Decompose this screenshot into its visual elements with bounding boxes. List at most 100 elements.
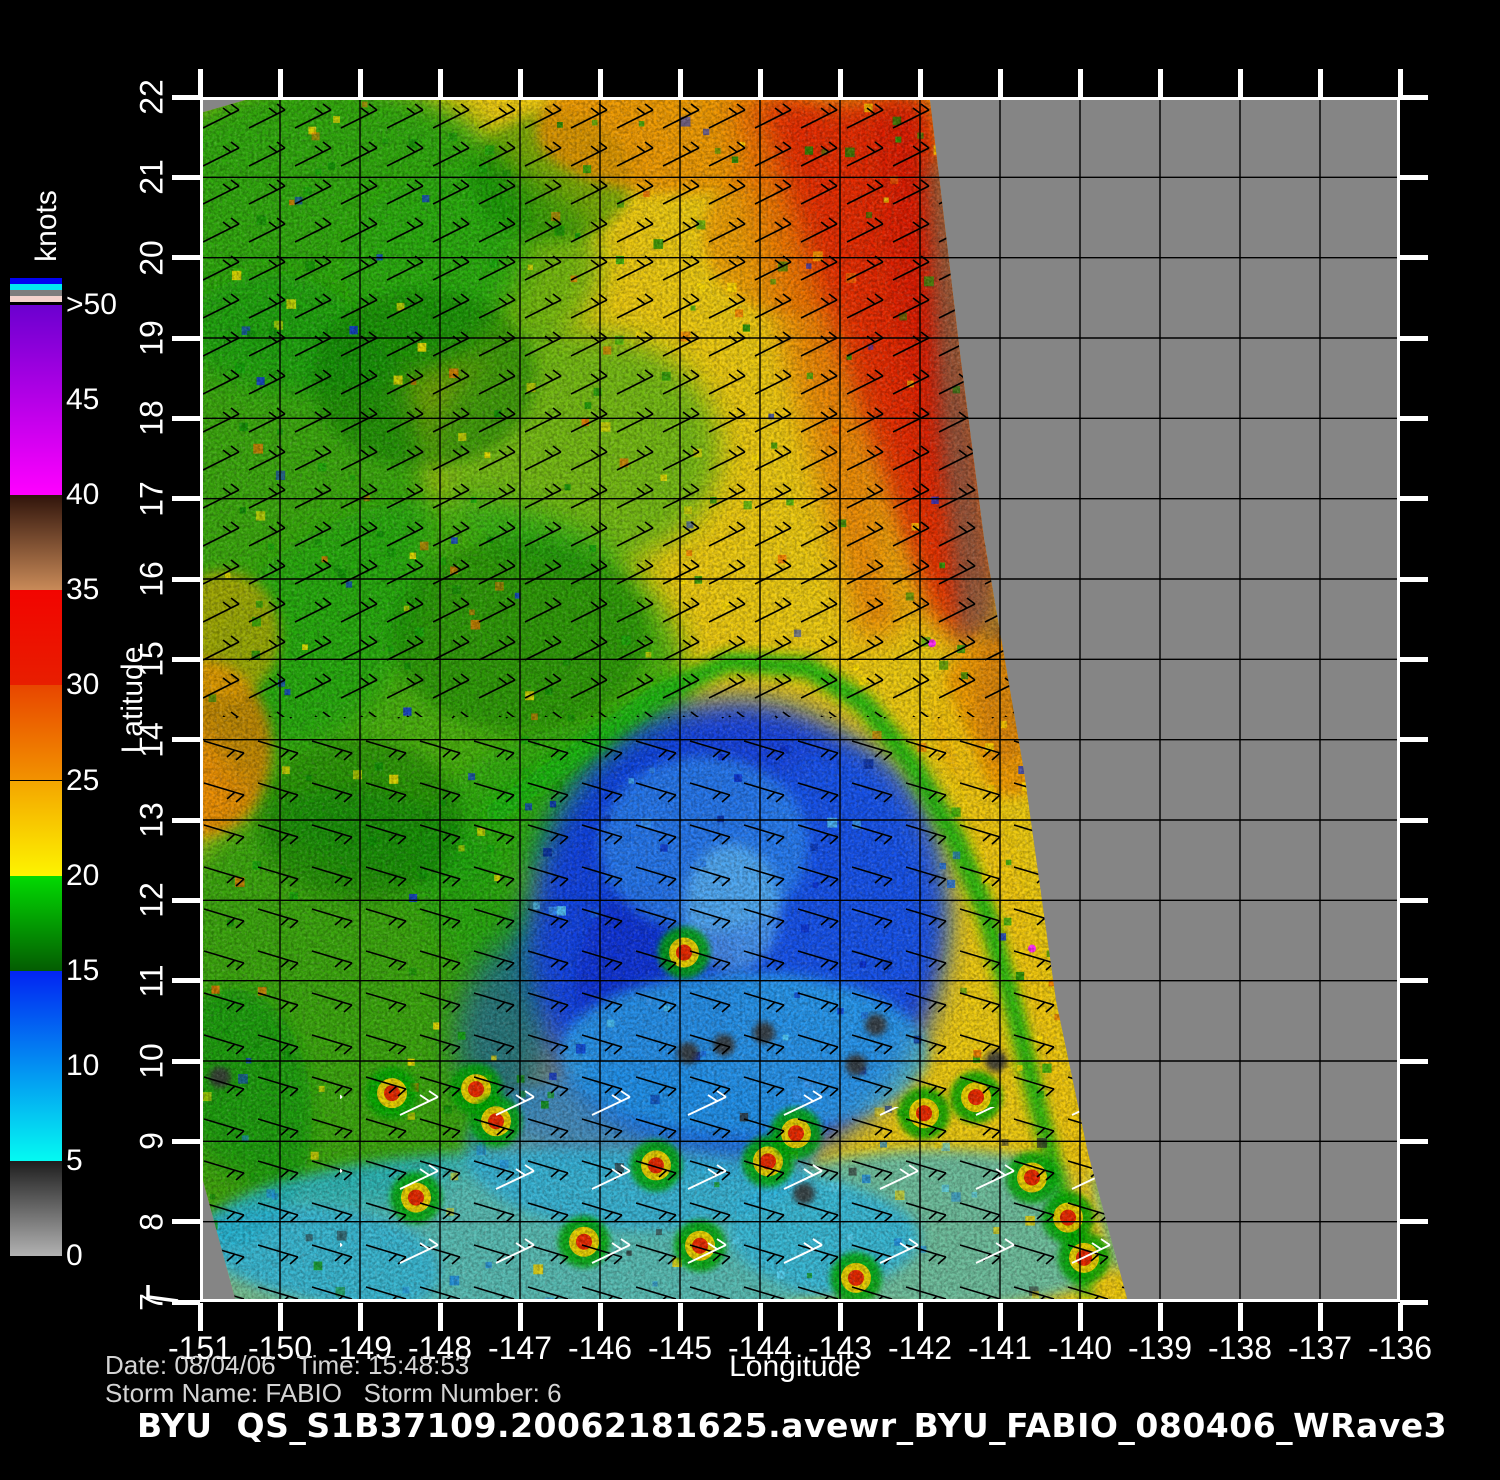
y-tick-right <box>1400 1299 1428 1305</box>
colorbar-flag-strip <box>10 278 62 284</box>
colorbar-tick-label: 0 <box>66 1239 83 1272</box>
colorbar-segment <box>10 590 62 686</box>
colorbar-segment <box>10 875 62 971</box>
plot-border <box>200 97 1400 1302</box>
x-tick-bottom <box>517 1303 523 1331</box>
colorbar-segment <box>10 305 62 496</box>
y-tick-label: 11 <box>133 964 170 998</box>
x-tick-top <box>917 69 923 97</box>
y-tick-label: 8 <box>133 1212 170 1231</box>
x-tick-label: -151 <box>167 1330 233 1366</box>
y-tick-left <box>172 817 200 823</box>
y-tick-right <box>1400 335 1428 341</box>
y-tick-left <box>172 174 200 180</box>
x-tick-label: -148 <box>407 1330 473 1366</box>
y-tick-label: 19 <box>133 320 170 356</box>
y-tick-right <box>1400 978 1428 984</box>
colorbar-tick-label: 30 <box>66 668 100 702</box>
y-tick-left <box>172 656 200 662</box>
y-tick-label: 10 <box>133 1043 170 1079</box>
x-tick-label: -142 <box>887 1330 953 1366</box>
wind-barbs-white-2 <box>800 1107 1128 1297</box>
colorbar-tick-label: 5 <box>66 1143 83 1177</box>
y-tick-left <box>172 576 200 582</box>
y-tick-right <box>1400 656 1428 662</box>
x-tick-top <box>1237 69 1243 97</box>
y-tick-right <box>1400 415 1428 421</box>
x-tick-top <box>677 69 683 97</box>
x-tick-top <box>1157 69 1163 97</box>
corner-barb-mark <box>146 1285 179 1303</box>
y-tick-left <box>172 1138 200 1144</box>
colorbar-units-label: knots <box>30 190 63 262</box>
storm-info-line: Storm Name: FABIO Storm Number: 6 <box>105 1378 562 1408</box>
y-tick-left <box>172 1299 200 1305</box>
x-tick-top <box>837 69 843 97</box>
y-tick-left <box>172 897 200 903</box>
x-tick-bottom <box>917 1303 923 1331</box>
colorbar-tick-label: >50 <box>66 288 117 321</box>
y-tick-label: 21 <box>133 159 170 196</box>
y-tick-left <box>172 1219 200 1225</box>
y-tick-label: 13 <box>133 802 170 838</box>
colorbar-flag-strip <box>10 296 62 302</box>
y-tick-right <box>1400 255 1428 261</box>
x-axis-title: Longitude <box>729 1350 861 1383</box>
y-tick-label: 7 <box>133 1293 170 1311</box>
y-tick-label: 22 <box>133 79 170 115</box>
colorbar-segment <box>10 495 62 591</box>
x-tick-bottom <box>597 1303 603 1331</box>
date-time-line: Date: 08/04/06 Time: 15:48:53 <box>105 1350 470 1380</box>
x-tick-bottom <box>1077 1303 1083 1331</box>
x-tick-bottom <box>197 1303 203 1331</box>
x-tick-bottom <box>1317 1303 1323 1331</box>
y-tick-right <box>1400 737 1428 743</box>
colorbar-tick-label: 20 <box>66 858 100 892</box>
x-tick-label: -146 <box>567 1330 633 1366</box>
x-tick-label: -137 <box>1287 1330 1353 1366</box>
x-tick-top <box>277 69 283 97</box>
x-tick-bottom <box>437 1303 443 1331</box>
y-tick-label: 20 <box>133 239 170 276</box>
x-tick-top <box>357 69 363 97</box>
colorbar-segment <box>10 780 62 876</box>
colorbar-flag-strip <box>10 290 62 296</box>
x-tick-bottom <box>1157 1303 1163 1331</box>
y-tick-left <box>172 1058 200 1064</box>
x-tick-bottom <box>1237 1303 1243 1331</box>
x-tick-top <box>997 69 1003 97</box>
y-tick-right <box>1400 1138 1428 1144</box>
x-tick-top <box>1317 69 1323 97</box>
x-tick-top <box>1077 69 1083 97</box>
y-tick-label: 9 <box>133 1132 170 1151</box>
y-tick-right <box>1400 897 1428 903</box>
colorbar-segment <box>10 685 62 781</box>
x-tick-label: -140 <box>1047 1330 1113 1366</box>
y-tick-right <box>1400 1219 1428 1225</box>
colorbar-tick-label: 15 <box>66 953 100 987</box>
x-tick-label: -139 <box>1127 1330 1193 1366</box>
y-tick-label: 15 <box>133 641 170 678</box>
x-tick-top <box>517 69 523 97</box>
y-tick-label: 18 <box>133 400 170 437</box>
y-tick-label: 16 <box>133 561 170 597</box>
colorbar-tick-label: 35 <box>66 573 100 607</box>
colorbar-tick-label: 25 <box>66 763 100 797</box>
y-tick-label: 12 <box>133 882 170 919</box>
x-tick-bottom <box>757 1303 763 1331</box>
y-tick-right <box>1400 817 1428 823</box>
colorbar-tick-label: 40 <box>66 478 100 512</box>
x-tick-bottom <box>997 1303 1003 1331</box>
y-tick-left <box>172 496 200 502</box>
x-tick-label: -150 <box>247 1330 313 1366</box>
x-tick-label: -138 <box>1207 1330 1273 1366</box>
y-tick-label: 17 <box>133 480 170 517</box>
x-tick-top <box>1397 69 1403 97</box>
x-tick-label: -149 <box>327 1330 393 1366</box>
x-tick-bottom <box>677 1303 683 1331</box>
y-tick-label: 14 <box>133 721 170 758</box>
colorbar-segment <box>10 970 62 1161</box>
x-tick-bottom <box>1397 1303 1403 1331</box>
y-tick-left <box>172 94 200 100</box>
